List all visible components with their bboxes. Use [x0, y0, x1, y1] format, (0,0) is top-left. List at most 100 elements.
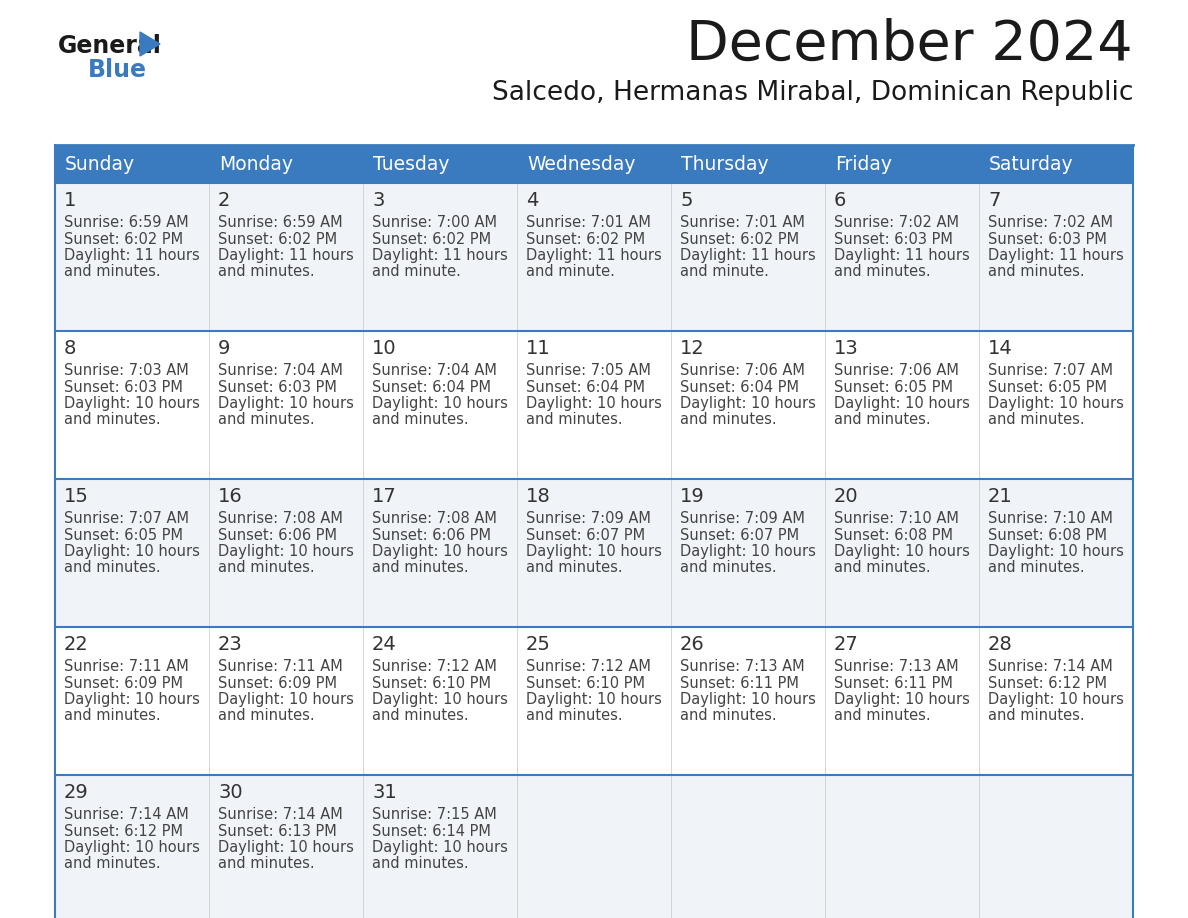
Text: Sunset: 6:11 PM: Sunset: 6:11 PM: [680, 676, 798, 690]
Text: Sunset: 6:05 PM: Sunset: 6:05 PM: [988, 379, 1107, 395]
Text: Sunrise: 7:09 AM: Sunrise: 7:09 AM: [526, 511, 651, 526]
Text: Sunset: 6:02 PM: Sunset: 6:02 PM: [64, 231, 183, 247]
Text: Daylight: 10 hours: Daylight: 10 hours: [680, 544, 816, 559]
Text: and minutes.: and minutes.: [64, 856, 160, 871]
Bar: [209, 627, 364, 775]
Bar: [517, 479, 671, 627]
Text: General: General: [58, 34, 162, 58]
Text: Daylight: 10 hours: Daylight: 10 hours: [64, 544, 200, 559]
Text: 20: 20: [834, 487, 859, 506]
Text: Sunset: 6:02 PM: Sunset: 6:02 PM: [372, 231, 491, 247]
Text: and minutes.: and minutes.: [988, 709, 1085, 723]
Text: Sunrise: 7:04 AM: Sunrise: 7:04 AM: [219, 363, 343, 378]
Text: Sunset: 6:03 PM: Sunset: 6:03 PM: [988, 231, 1107, 247]
Bar: [55, 145, 209, 183]
Text: Sunrise: 7:08 AM: Sunrise: 7:08 AM: [372, 511, 497, 526]
Text: Sunrise: 7:10 AM: Sunrise: 7:10 AM: [834, 511, 959, 526]
Text: Sunrise: 7:02 AM: Sunrise: 7:02 AM: [988, 215, 1113, 230]
Text: Daylight: 10 hours: Daylight: 10 hours: [988, 692, 1124, 707]
Text: Sunrise: 7:13 AM: Sunrise: 7:13 AM: [834, 659, 959, 674]
Text: Sunrise: 7:14 AM: Sunrise: 7:14 AM: [64, 807, 189, 822]
Text: Daylight: 10 hours: Daylight: 10 hours: [988, 396, 1124, 411]
Text: and minutes.: and minutes.: [526, 412, 623, 428]
Bar: [364, 331, 517, 479]
Text: Sunrise: 7:10 AM: Sunrise: 7:10 AM: [988, 511, 1113, 526]
Text: and minutes.: and minutes.: [372, 709, 468, 723]
Text: Sunset: 6:03 PM: Sunset: 6:03 PM: [219, 379, 337, 395]
Text: and minutes.: and minutes.: [526, 709, 623, 723]
Bar: [364, 627, 517, 775]
Text: Daylight: 10 hours: Daylight: 10 hours: [64, 840, 200, 855]
Text: and minutes.: and minutes.: [64, 264, 160, 279]
Text: Daylight: 11 hours: Daylight: 11 hours: [64, 248, 200, 263]
Text: Sunset: 6:05 PM: Sunset: 6:05 PM: [834, 379, 953, 395]
Text: Daylight: 11 hours: Daylight: 11 hours: [680, 248, 816, 263]
Bar: [364, 145, 517, 183]
Text: and minutes.: and minutes.: [526, 561, 623, 576]
Text: Daylight: 11 hours: Daylight: 11 hours: [526, 248, 662, 263]
Text: and minutes.: and minutes.: [219, 264, 315, 279]
Bar: [824, 627, 979, 775]
Text: Daylight: 10 hours: Daylight: 10 hours: [834, 544, 969, 559]
Text: and minutes.: and minutes.: [680, 709, 777, 723]
Text: 12: 12: [680, 339, 704, 358]
Text: Daylight: 10 hours: Daylight: 10 hours: [219, 692, 354, 707]
Text: and minutes.: and minutes.: [372, 561, 468, 576]
Bar: [517, 775, 671, 918]
Text: Friday: Friday: [835, 154, 892, 174]
Text: Sunrise: 6:59 AM: Sunrise: 6:59 AM: [64, 215, 189, 230]
Text: and minutes.: and minutes.: [834, 412, 930, 428]
Text: Sunrise: 7:00 AM: Sunrise: 7:00 AM: [372, 215, 497, 230]
Text: and minutes.: and minutes.: [834, 561, 930, 576]
Text: 10: 10: [372, 339, 397, 358]
Text: and minutes.: and minutes.: [834, 709, 930, 723]
Text: Sunrise: 7:03 AM: Sunrise: 7:03 AM: [64, 363, 189, 378]
Text: Wednesday: Wednesday: [527, 154, 636, 174]
Text: and minutes.: and minutes.: [372, 856, 468, 871]
Text: Sunrise: 7:01 AM: Sunrise: 7:01 AM: [526, 215, 651, 230]
Text: 8: 8: [64, 339, 76, 358]
Bar: [55, 627, 209, 775]
Text: Daylight: 11 hours: Daylight: 11 hours: [988, 248, 1124, 263]
Text: Sunset: 6:03 PM: Sunset: 6:03 PM: [834, 231, 953, 247]
Bar: [979, 145, 1133, 183]
Text: Sunday: Sunday: [65, 154, 135, 174]
Text: Sunrise: 7:09 AM: Sunrise: 7:09 AM: [680, 511, 805, 526]
Text: Sunset: 6:04 PM: Sunset: 6:04 PM: [526, 379, 645, 395]
Text: Sunset: 6:06 PM: Sunset: 6:06 PM: [219, 528, 337, 543]
Text: 22: 22: [64, 635, 89, 654]
Bar: [55, 331, 209, 479]
Text: and minutes.: and minutes.: [988, 561, 1085, 576]
Bar: [671, 145, 824, 183]
Text: Daylight: 10 hours: Daylight: 10 hours: [680, 396, 816, 411]
Text: Sunrise: 7:08 AM: Sunrise: 7:08 AM: [219, 511, 343, 526]
Text: Sunset: 6:02 PM: Sunset: 6:02 PM: [526, 231, 645, 247]
Text: Daylight: 11 hours: Daylight: 11 hours: [372, 248, 507, 263]
Text: Monday: Monday: [219, 154, 293, 174]
Text: Sunset: 6:07 PM: Sunset: 6:07 PM: [680, 528, 800, 543]
Text: Sunrise: 7:01 AM: Sunrise: 7:01 AM: [680, 215, 805, 230]
Bar: [209, 775, 364, 918]
Bar: [209, 479, 364, 627]
Text: 26: 26: [680, 635, 704, 654]
Bar: [517, 183, 671, 331]
Text: Daylight: 10 hours: Daylight: 10 hours: [834, 692, 969, 707]
Text: and minutes.: and minutes.: [680, 412, 777, 428]
Text: 2: 2: [219, 191, 230, 210]
Bar: [517, 627, 671, 775]
Text: 5: 5: [680, 191, 693, 210]
Text: Sunset: 6:11 PM: Sunset: 6:11 PM: [834, 676, 953, 690]
Bar: [209, 331, 364, 479]
Text: Sunrise: 7:11 AM: Sunrise: 7:11 AM: [64, 659, 189, 674]
Text: 3: 3: [372, 191, 385, 210]
Text: Sunset: 6:02 PM: Sunset: 6:02 PM: [680, 231, 800, 247]
Text: 28: 28: [988, 635, 1012, 654]
Text: Sunrise: 7:05 AM: Sunrise: 7:05 AM: [526, 363, 651, 378]
Bar: [979, 775, 1133, 918]
Bar: [824, 775, 979, 918]
Text: and minute.: and minute.: [680, 264, 769, 279]
Text: 21: 21: [988, 487, 1012, 506]
Text: and minutes.: and minutes.: [64, 561, 160, 576]
Text: Sunset: 6:02 PM: Sunset: 6:02 PM: [219, 231, 337, 247]
Text: Sunrise: 7:07 AM: Sunrise: 7:07 AM: [64, 511, 189, 526]
